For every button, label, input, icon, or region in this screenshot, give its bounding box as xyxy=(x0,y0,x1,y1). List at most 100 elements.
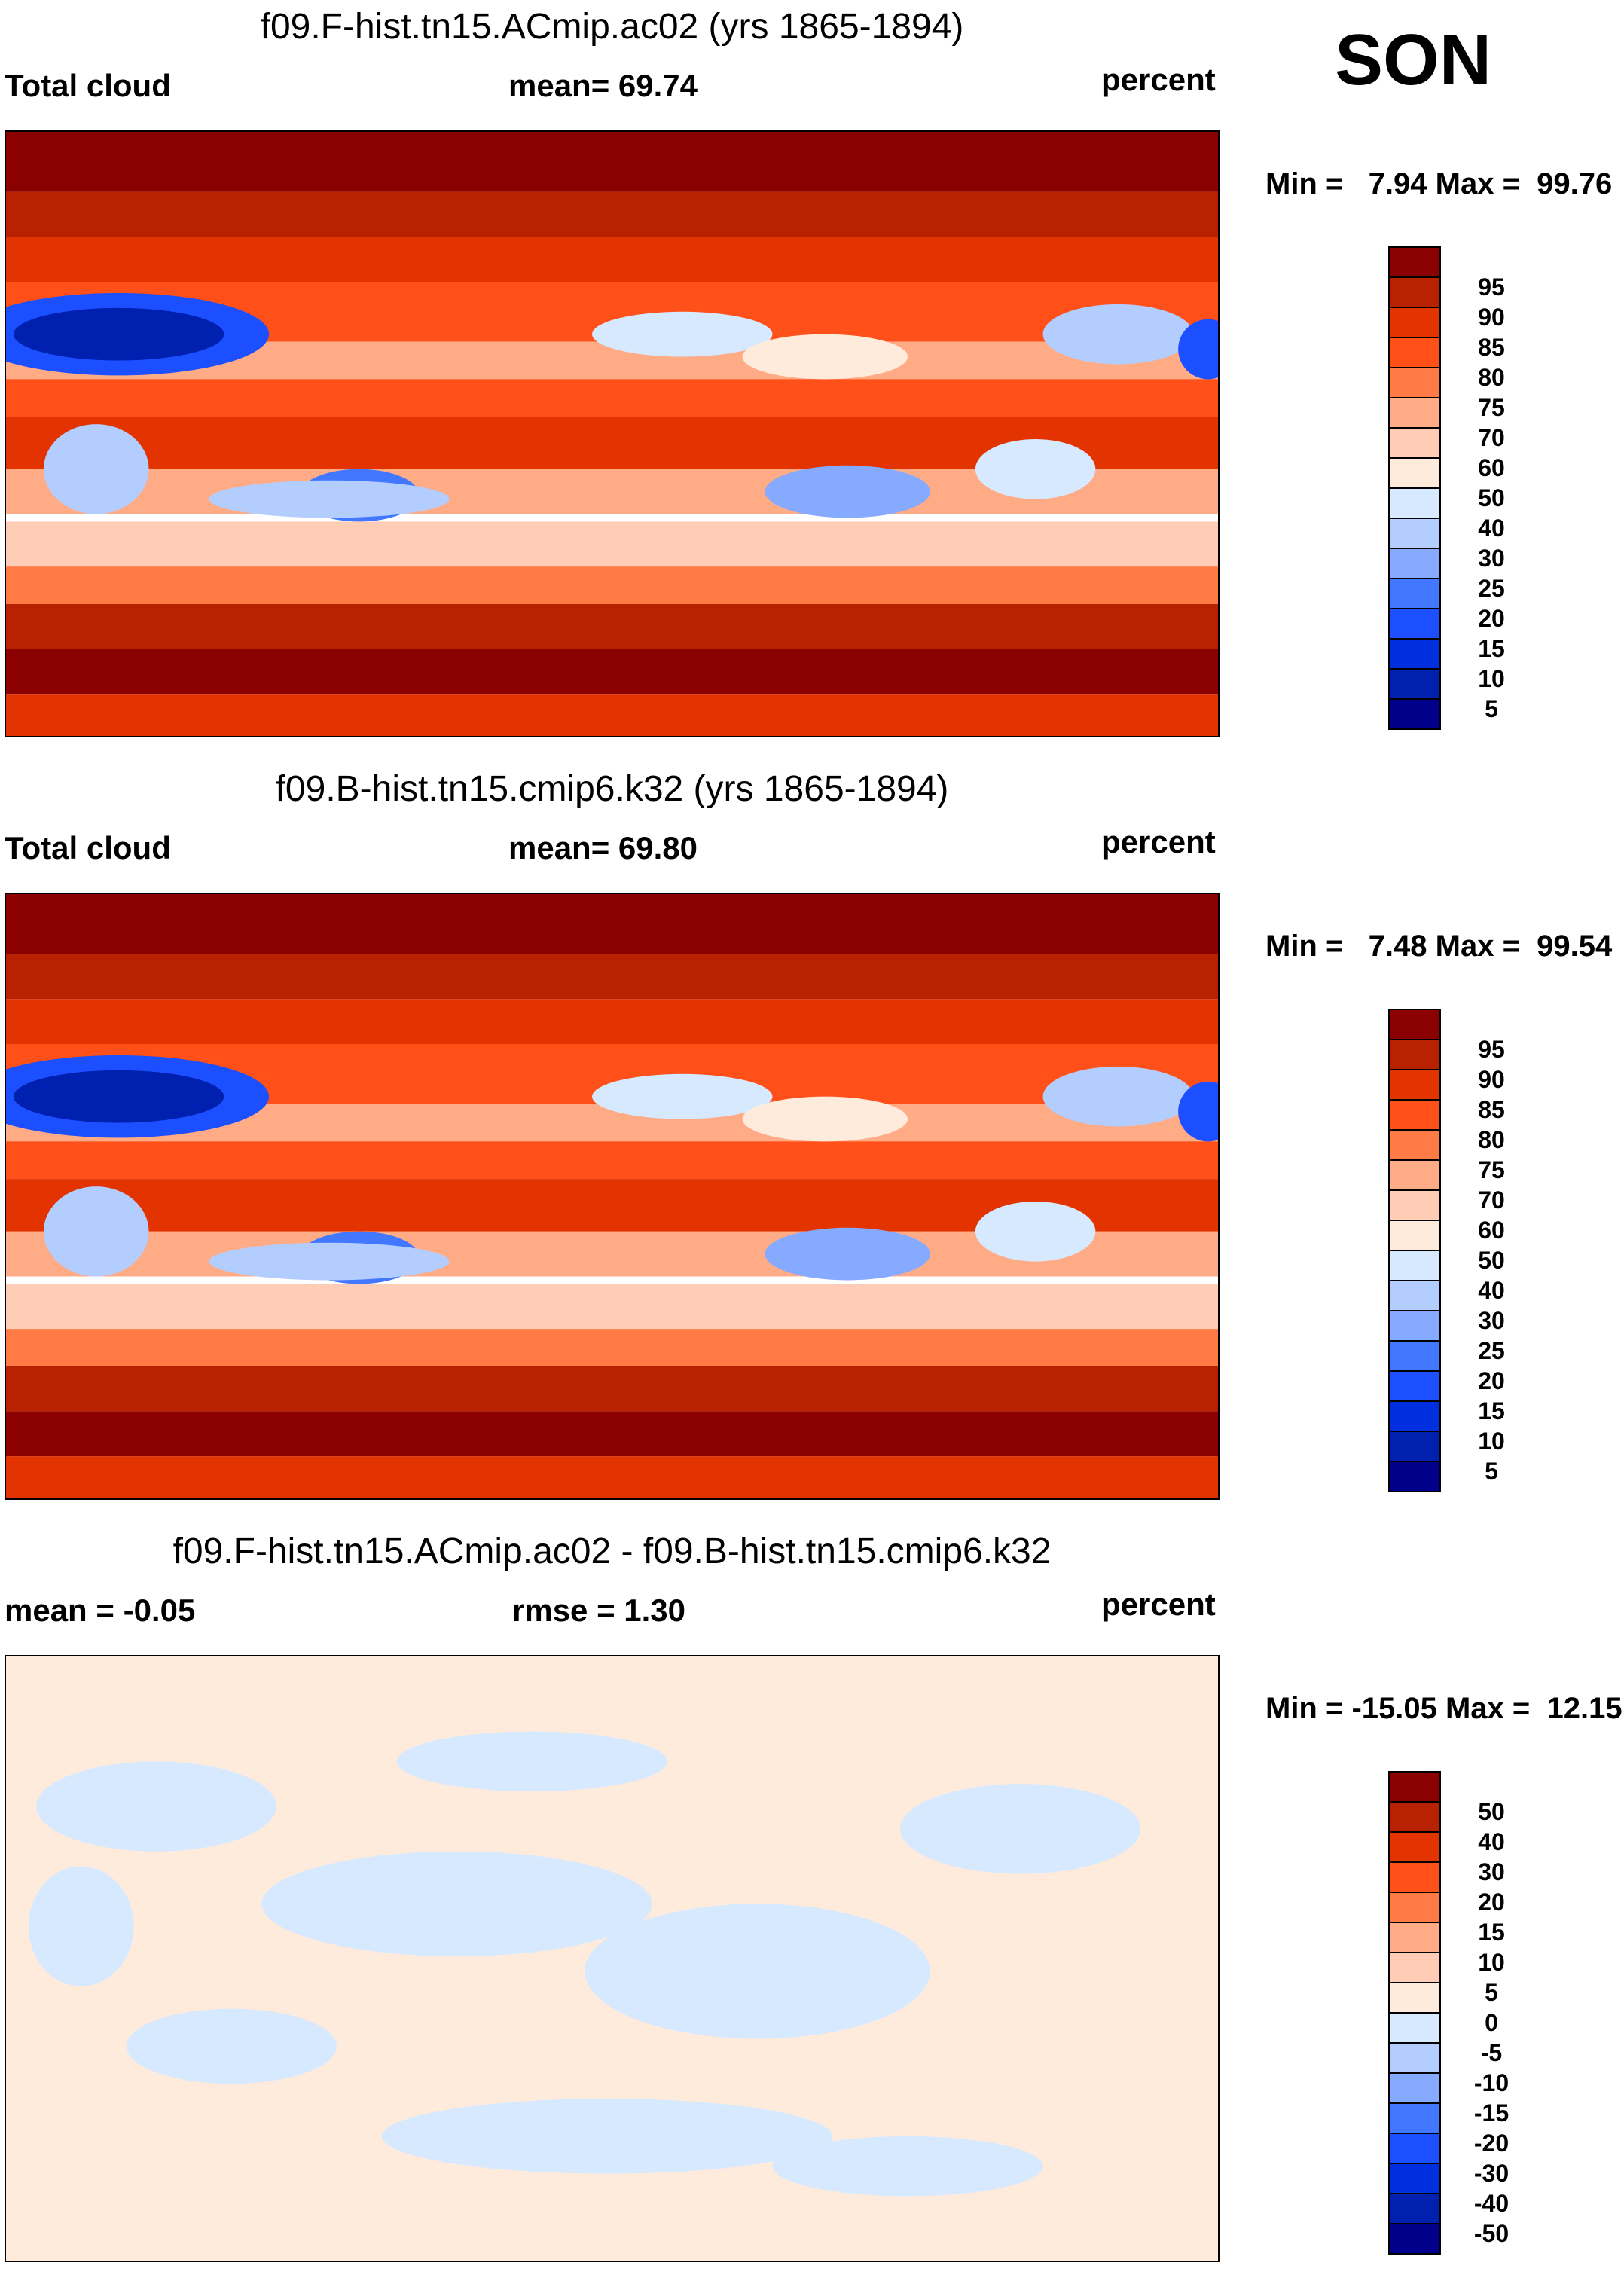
colorbar-tick-label: 50 xyxy=(1478,484,1505,511)
cloud-region xyxy=(1178,319,1218,380)
map-panel-1: f09.F-hist.tn15.ACmip.ac02 (yrs 1865-189… xyxy=(0,0,1624,762)
left-label: Total cloud xyxy=(5,830,171,866)
cloud-band xyxy=(6,1411,1218,1457)
colorbar-box xyxy=(1390,398,1439,429)
cloud-band xyxy=(6,603,1218,649)
colorbar-box xyxy=(1390,2104,1439,2134)
cloud-region xyxy=(742,1096,908,1142)
cloud-band xyxy=(6,1141,1218,1180)
cloud-band xyxy=(6,1366,1218,1412)
cloud-band xyxy=(6,954,1218,1000)
colorbar-box xyxy=(1390,579,1439,609)
colorbar-tick-label: 60 xyxy=(1478,1217,1505,1244)
colorbar-box xyxy=(1390,2014,1439,2044)
colorbar-tick-label: 0 xyxy=(1485,2009,1498,2036)
colorbar-tick-label: 85 xyxy=(1478,1096,1505,1123)
colorbar-box xyxy=(1390,1462,1439,1491)
diff-region xyxy=(585,1904,930,2039)
colorbar xyxy=(1388,1009,1441,1492)
colorbar-box xyxy=(1390,2194,1439,2224)
cloud-band xyxy=(6,1329,1218,1366)
colorbar-box xyxy=(1390,700,1439,728)
center-label: mean= 69.74 xyxy=(508,68,698,103)
colorbar-box xyxy=(1390,670,1439,700)
diff-region xyxy=(900,1784,1141,1874)
colorbar-box xyxy=(1390,338,1439,368)
cloud-region xyxy=(43,1186,149,1277)
colorbar-tick-label: 5 xyxy=(1485,1979,1498,2006)
colorbar-box xyxy=(1390,1070,1439,1101)
colorbar-tick-label: 5 xyxy=(1485,1458,1498,1485)
diff-region xyxy=(261,1851,652,1957)
colorbar-tick-label: 95 xyxy=(1478,1036,1505,1063)
cloud-region xyxy=(209,1242,450,1281)
cloud-region xyxy=(13,1070,224,1123)
diff-region xyxy=(396,1731,667,1792)
colorbar-tick-label: 25 xyxy=(1478,575,1505,602)
colorbar-box xyxy=(1390,1040,1439,1070)
colorbar-tick-label: 80 xyxy=(1478,1126,1505,1153)
colorbar-tick-label: 40 xyxy=(1478,514,1505,542)
colorbar-box xyxy=(1390,489,1439,519)
colorbar-box xyxy=(1390,640,1439,670)
map-panel-3: f09.F-hist.tn15.ACmip.ac02 - f09.B-hist.… xyxy=(0,1525,1624,2287)
colorbar xyxy=(1388,246,1441,730)
colorbar-tick-label: 90 xyxy=(1478,304,1505,331)
cloud-region xyxy=(43,424,149,514)
center-label: mean= 69.80 xyxy=(508,830,698,866)
colorbar-box xyxy=(1390,1131,1439,1161)
cloud-region xyxy=(765,1227,930,1281)
panel-title: f09.F-hist.tn15.ACmip.ac02 - f09.B-hist.… xyxy=(172,1531,1052,1571)
colorbar-tick-label: 5 xyxy=(1485,695,1498,722)
colorbar-box xyxy=(1390,1893,1439,1923)
colorbar-tick-label: 30 xyxy=(1478,1858,1505,1885)
cloud-band xyxy=(6,379,1218,417)
contour-map xyxy=(5,893,1220,1500)
colorbar-tick-label: -5 xyxy=(1480,2039,1503,2066)
colorbar-box xyxy=(1390,1803,1439,1833)
colorbar-box xyxy=(1390,1372,1439,1402)
cloud-band xyxy=(6,521,1218,567)
min-max-label: Min = 7.48 Max = 99.54 xyxy=(1265,930,1613,963)
diff-region xyxy=(381,2099,833,2174)
cloud-region xyxy=(592,1073,773,1119)
colorbar-box xyxy=(1390,1402,1439,1432)
colorbar-tick-label: 50 xyxy=(1478,1247,1505,1274)
colorbar-tick-label: 60 xyxy=(1478,454,1505,481)
colorbar xyxy=(1388,1771,1441,2255)
diff-region xyxy=(35,1761,277,1852)
colorbar-tick-label: 25 xyxy=(1478,1337,1505,1364)
colorbar-tick-label: -50 xyxy=(1473,2220,1510,2247)
cloud-region xyxy=(742,334,908,380)
contour-map xyxy=(5,1655,1220,2262)
cloud-region xyxy=(765,465,930,518)
cloud-band xyxy=(6,191,1218,237)
center-label: rmse = 1.30 xyxy=(512,1592,686,1628)
colorbar-box xyxy=(1390,1773,1439,1803)
colorbar-tick-label: 40 xyxy=(1478,1277,1505,1304)
colorbar-box xyxy=(1390,459,1439,489)
panel-title: f09.F-hist.tn15.ACmip.ac02 (yrs 1865-189… xyxy=(260,7,964,47)
colorbar-box xyxy=(1390,519,1439,549)
colorbar-tick-label: 70 xyxy=(1478,1186,1505,1214)
colorbar-box xyxy=(1390,1101,1439,1131)
cloud-region xyxy=(1042,304,1194,365)
colorbar-tick-label: -40 xyxy=(1473,2190,1510,2217)
cloud-band xyxy=(6,237,1218,289)
cloud-region xyxy=(975,438,1096,499)
cloud-band xyxy=(6,1284,1218,1330)
units-label: percent xyxy=(1101,824,1216,860)
colorbar-tick-label: 15 xyxy=(1478,1919,1505,1946)
colorbar-box xyxy=(1390,1833,1439,1863)
colorbar-box xyxy=(1390,2164,1439,2194)
colorbar-box xyxy=(1390,278,1439,308)
cloud-region xyxy=(1178,1081,1218,1142)
colorbar-tick-label: 10 xyxy=(1478,665,1505,692)
colorbar-box xyxy=(1390,609,1439,640)
colorbar-box xyxy=(1390,1342,1439,1372)
colorbar-tick-label: 80 xyxy=(1478,364,1505,391)
colorbar-box xyxy=(1390,1863,1439,1893)
colorbar-box xyxy=(1390,368,1439,398)
colorbar-box xyxy=(1390,429,1439,459)
units-label: percent xyxy=(1101,62,1216,97)
